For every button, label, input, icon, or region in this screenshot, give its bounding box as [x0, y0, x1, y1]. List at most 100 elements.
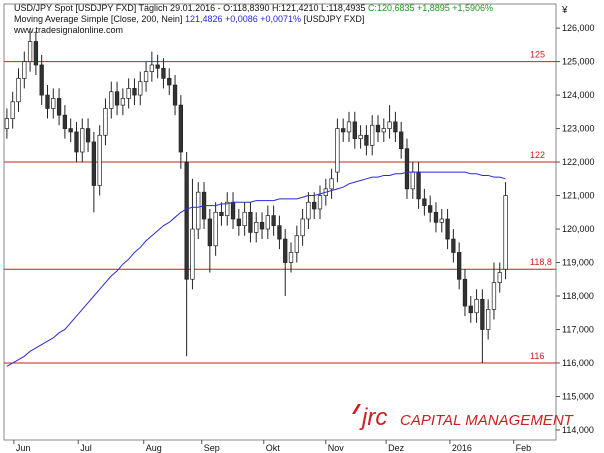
- candle-body: [254, 221, 259, 233]
- x-tick-label: Sep: [204, 443, 220, 453]
- y-tick-label: 115,000: [562, 391, 594, 401]
- candle-body: [33, 41, 39, 66]
- y-tick-label: 123,000: [562, 124, 595, 134]
- ma-name: Moving Average Simple [Close, 200, Nein]: [14, 14, 182, 24]
- candle-body: [207, 218, 212, 247]
- x-tick-label: Okt: [266, 443, 281, 453]
- candle-body: [242, 211, 247, 227]
- plot-frame: [3, 3, 557, 441]
- candle-body: [271, 215, 276, 227]
- brand-logo: jrc CAPITAL MANAGEMENT: [352, 404, 575, 431]
- candle-body: [346, 121, 352, 133]
- candle-body: [16, 77, 21, 103]
- title-ohlc: O:118,8390 H:121,4210 L:118,4935: [223, 3, 365, 13]
- candle-body: [74, 131, 79, 153]
- candle-body: [416, 171, 421, 200]
- y-tick-label: 125,000: [562, 57, 595, 67]
- candle-body: [422, 198, 427, 206]
- title-change: C:120,6835 +1,8895 +1,5906%: [368, 3, 493, 13]
- candle-body: [497, 272, 502, 283]
- logo-slash: [352, 404, 361, 414]
- level-label: 122: [530, 150, 545, 160]
- candle-body: [155, 64, 160, 69]
- candle-body: [381, 128, 386, 133]
- brand: jrc: [359, 404, 387, 431]
- candle-body: [503, 195, 508, 270]
- candle-body: [51, 98, 56, 109]
- candle-body: [132, 88, 137, 96]
- candle-body: [462, 278, 468, 307]
- candle-body: [62, 114, 68, 129]
- y-tick-label: 114,000: [562, 425, 594, 435]
- candle-body: [91, 141, 97, 186]
- candle-body: [404, 148, 410, 190]
- candle-body: [39, 64, 44, 96]
- level-label: 118,8: [530, 257, 552, 267]
- candle-body: [114, 91, 120, 106]
- candle-body: [120, 98, 126, 106]
- candle-body: [265, 215, 270, 230]
- x-tick-label: Jul: [80, 443, 92, 453]
- candle-body: [445, 218, 450, 240]
- candle-body: [68, 128, 73, 133]
- ma-line: [6, 171, 506, 367]
- candle-body: [370, 124, 375, 146]
- candle-body: [236, 218, 241, 227]
- x-tick-label: Feb: [516, 443, 532, 453]
- candle-body: [433, 211, 439, 223]
- candle-body: [451, 238, 456, 253]
- candle-body: [486, 309, 491, 330]
- candle-body: [126, 88, 131, 99]
- x-tick-label: Dez: [388, 443, 405, 453]
- y-tick-label: 117,000: [562, 324, 594, 334]
- candle-body: [329, 178, 334, 190]
- candle-body: [283, 238, 288, 263]
- candle-body: [56, 98, 62, 116]
- candle-body: [172, 84, 178, 106]
- candle-body: [225, 201, 230, 216]
- candle-body: [439, 218, 444, 223]
- y-tick-label: 116,000: [562, 358, 594, 368]
- candle-body: [149, 64, 155, 72]
- ma-legend: Moving Average Simple [Close, 200, Nein]…: [14, 14, 364, 24]
- title: USD/JPY Spot [USDJPY FXD] Täglich 29.01.…: [14, 3, 221, 13]
- candle-body: [480, 299, 485, 330]
- source: www.tradesignalonline.com: [13, 25, 123, 35]
- candle-body: [474, 299, 479, 314]
- candle-body: [491, 282, 497, 310]
- candle-body: [468, 305, 473, 314]
- y-tick-label: 119,000: [562, 258, 594, 268]
- candle-body: [184, 161, 189, 280]
- candle-body: [248, 211, 253, 233]
- level-label: 116: [530, 351, 544, 361]
- candle-body: [364, 134, 369, 146]
- ma-source: [USDJPY FXD]: [304, 14, 365, 24]
- candle-body: [138, 81, 143, 96]
- candle-body: [103, 108, 108, 136]
- currency-symbol: ¥: [561, 5, 568, 16]
- y-tick-label: 124,000: [562, 90, 595, 100]
- candle-body: [294, 235, 299, 253]
- candle-body: [335, 128, 340, 173]
- candle-body: [277, 225, 282, 240]
- candle-body: [393, 121, 398, 133]
- candle-body: [300, 218, 305, 237]
- candle-body: [312, 201, 317, 210]
- candle-body: [457, 252, 462, 280]
- candle-body: [190, 228, 195, 280]
- candle-body: [22, 61, 27, 79]
- candle-body: [97, 134, 102, 186]
- candle-body: [45, 94, 50, 109]
- plot-area: [4, 31, 556, 367]
- candle-body: [167, 77, 172, 86]
- candle-body: [358, 134, 363, 139]
- y-tick-label: 122,000: [562, 157, 595, 167]
- y-tick-label: 121,000: [562, 191, 595, 201]
- candle-body: [230, 201, 236, 220]
- candle-body: [317, 195, 323, 210]
- y-tick-label: 120,000: [562, 224, 595, 234]
- candle-body: [178, 104, 183, 153]
- candle-body: [161, 67, 166, 79]
- candle-body: [259, 221, 265, 230]
